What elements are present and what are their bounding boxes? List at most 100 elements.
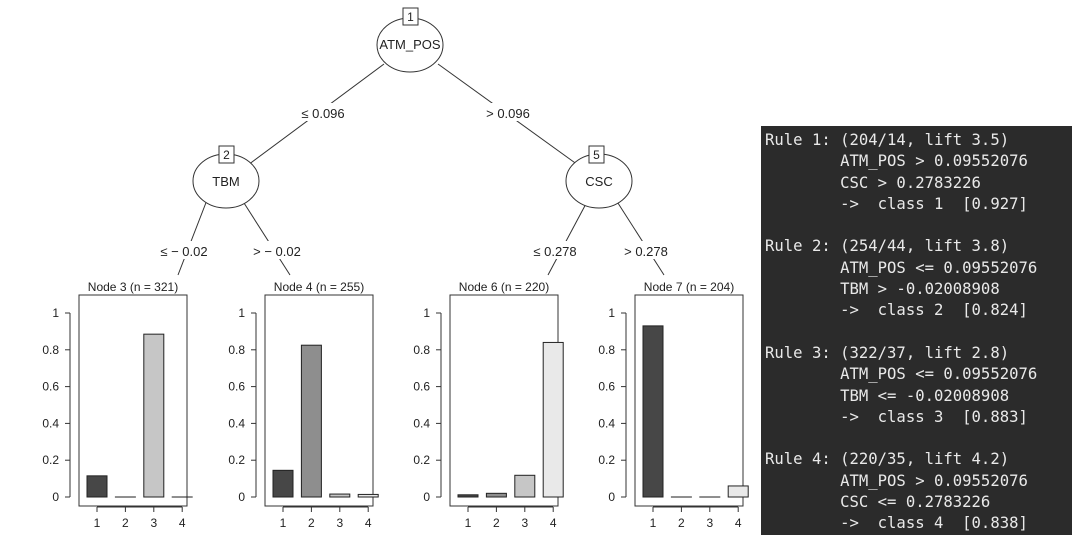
y-tick-label: 0.2 [598,453,615,467]
bar-class-1 [86,475,108,498]
y-tick-label: 1 [238,306,245,320]
node-title: Node 4 (n = 255) [274,280,364,294]
rule-line: ATM_POS <= 0.09552076 [765,258,1038,277]
bar-class-2 [300,344,322,498]
x-tick-label: 2 [493,516,500,530]
y-tick-label: 0 [608,490,615,504]
x-tick-label: 1 [465,516,472,530]
node-root-id: 1 [407,10,414,24]
decision-tree: ≤ 0.096 > 0.096 ≤ − 0.02 > − 0.02 ≤ 0.27… [42,7,749,530]
x-tick-label: 4 [365,516,372,530]
y-tick-label: 0.6 [413,380,430,394]
rule-line: ATM_POS > 0.09552076 [765,152,1028,171]
rule-line: -> class 1 [0.927] [765,194,1028,213]
x-tick-label: 4 [179,516,186,530]
node-title: Node 6 (n = 220) [459,280,549,294]
bar-class-1 [642,325,664,498]
bar-class-1 [457,494,479,498]
terminal-node-2: Node 4 (n = 255) 0 0.2 0.4 0.6 0.8 1 1 2 3 4 [228,280,379,530]
y-tick-label: 0 [238,490,245,504]
y-tick-label: 0.4 [413,416,430,430]
y-tick-label: 0.8 [598,343,615,357]
edge-tbm-right [243,202,291,276]
rule-3: Rule 3: (322/37, lift 2.8) ATM_POS <= 0.… [765,343,1072,428]
node-csc-id-box [588,145,605,164]
rule-line: -> class 4 [0.838] [765,514,1028,533]
y-tick-label: 1 [52,306,59,320]
y-tick-label: 0.8 [413,343,430,357]
rule-line: -> class 3 [0.883] [765,407,1028,426]
rules-panel: Rule 1: (204/14, lift 3.5) ATM_POS > 0.0… [761,126,1072,535]
bar-class-3 [514,474,536,498]
y-tick-label: 0.8 [42,343,59,357]
x-tick-label: 2 [122,516,129,530]
rule-line: ATM_POS <= 0.09552076 [765,365,1038,384]
rule-line: Rule 4: (220/35, lift 4.2) [765,450,1010,469]
y-tick-label: 0.2 [42,453,59,467]
bar-class-3 [329,493,351,498]
x-tick-label: 4 [550,516,557,530]
edge-label-csc-right: > 0.278 [624,244,668,259]
node-csc-id: 5 [593,148,600,162]
node-title: Node 7 (n = 204) [644,280,734,294]
x-tick-label: 2 [308,516,315,530]
rule-line: Rule 3: (322/37, lift 2.8) [765,343,1010,362]
y-tick-label: 0 [423,490,430,504]
x-tick-label: 3 [150,516,157,530]
bar-class-4 [357,493,379,498]
x-tick-label: 3 [336,516,343,530]
rule-line: CSC > 0.2783226 [765,173,981,192]
edge-label-csc-left: ≤ 0.278 [533,244,576,259]
node-csc-label: CSC [585,174,612,189]
bar-class-3 [143,333,165,498]
node-root-id-box [402,7,419,26]
node-tbm-id: 2 [223,148,230,162]
y-tick-label: 1 [608,306,615,320]
x-tick-label: 1 [650,516,657,530]
y-tick-label: 0.2 [413,453,430,467]
rule-line: ATM_POS > 0.09552076 [765,471,1028,490]
y-tick-label: 0.4 [598,416,615,430]
y-tick-label: 0 [52,490,59,504]
node-frame [78,294,188,507]
x-tick-label: 4 [735,516,742,530]
rule-4: Rule 4: (220/35, lift 4.2) ATM_POS > 0.0… [765,449,1072,534]
y-tick-label: 0.2 [228,453,245,467]
node-tbm-label: TBM [212,174,239,189]
bar-class-2 [485,492,507,498]
y-tick-label: 1 [423,306,430,320]
rule-line: TBM <= -0.02008908 [765,386,1010,405]
x-tick-label: 2 [678,516,685,530]
edge-label-tbm-right: > − 0.02 [253,244,301,259]
x-tick-label: 1 [280,516,287,530]
node-frame [449,294,559,507]
node-tbm-id-box [218,145,235,164]
rule-1: Rule 1: (204/14, lift 3.5) ATM_POS > 0.0… [765,130,1072,215]
rule-line: CSC <= 0.2783226 [765,493,991,512]
x-tick-label: 3 [706,516,713,530]
terminal-node-3: Node 6 (n = 220) 0 0.2 0.4 0.6 0.8 1 1 2 3 4 [413,280,564,530]
bar-class-4 [727,485,749,498]
bar-class-1 [272,469,294,498]
rule-line: Rule 2: (254/44, lift 3.8) [765,237,1010,256]
rule-2: Rule 2: (254/44, lift 3.8) ATM_POS <= 0.… [765,236,1072,321]
rule-line: Rule 1: (204/14, lift 3.5) [765,131,1010,149]
bar-class-4 [542,341,564,498]
node-title: Node 3 (n = 321) [88,280,178,294]
rule-line: TBM > -0.02008908 [765,280,1000,299]
edge-csc-right [615,199,665,276]
edge-csc-left [547,199,589,276]
edge-label-tbm-left: ≤ − 0.02 [160,244,207,259]
y-tick-label: 0.6 [42,380,59,394]
terminal-node-4: Node 7 (n = 204) 0 0.2 0.4 0.6 0.8 1 1 2 3 4 [598,280,749,530]
y-tick-label: 0.4 [42,416,59,430]
y-tick-label: 0.6 [598,380,615,394]
edge-tbm-left [177,199,208,276]
edge-label-root-right: > 0.096 [486,106,530,121]
node-root-label: ATM_POS [379,37,440,52]
y-tick-label: 0.4 [228,416,245,430]
edge-label-root-left: ≤ 0.096 [301,106,344,121]
y-tick-label: 0.8 [228,343,245,357]
y-tick-label: 0.6 [228,380,245,394]
